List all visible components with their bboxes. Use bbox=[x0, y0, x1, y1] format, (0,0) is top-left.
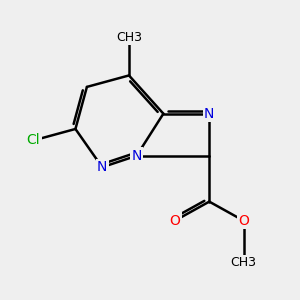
Text: CH3: CH3 bbox=[231, 256, 257, 269]
Text: Cl: Cl bbox=[27, 134, 40, 147]
Text: O: O bbox=[169, 214, 180, 228]
Text: CH3: CH3 bbox=[116, 31, 142, 44]
Text: N: N bbox=[204, 107, 214, 121]
Text: N: N bbox=[97, 160, 107, 174]
Text: O: O bbox=[238, 214, 249, 228]
Text: N: N bbox=[131, 149, 142, 163]
